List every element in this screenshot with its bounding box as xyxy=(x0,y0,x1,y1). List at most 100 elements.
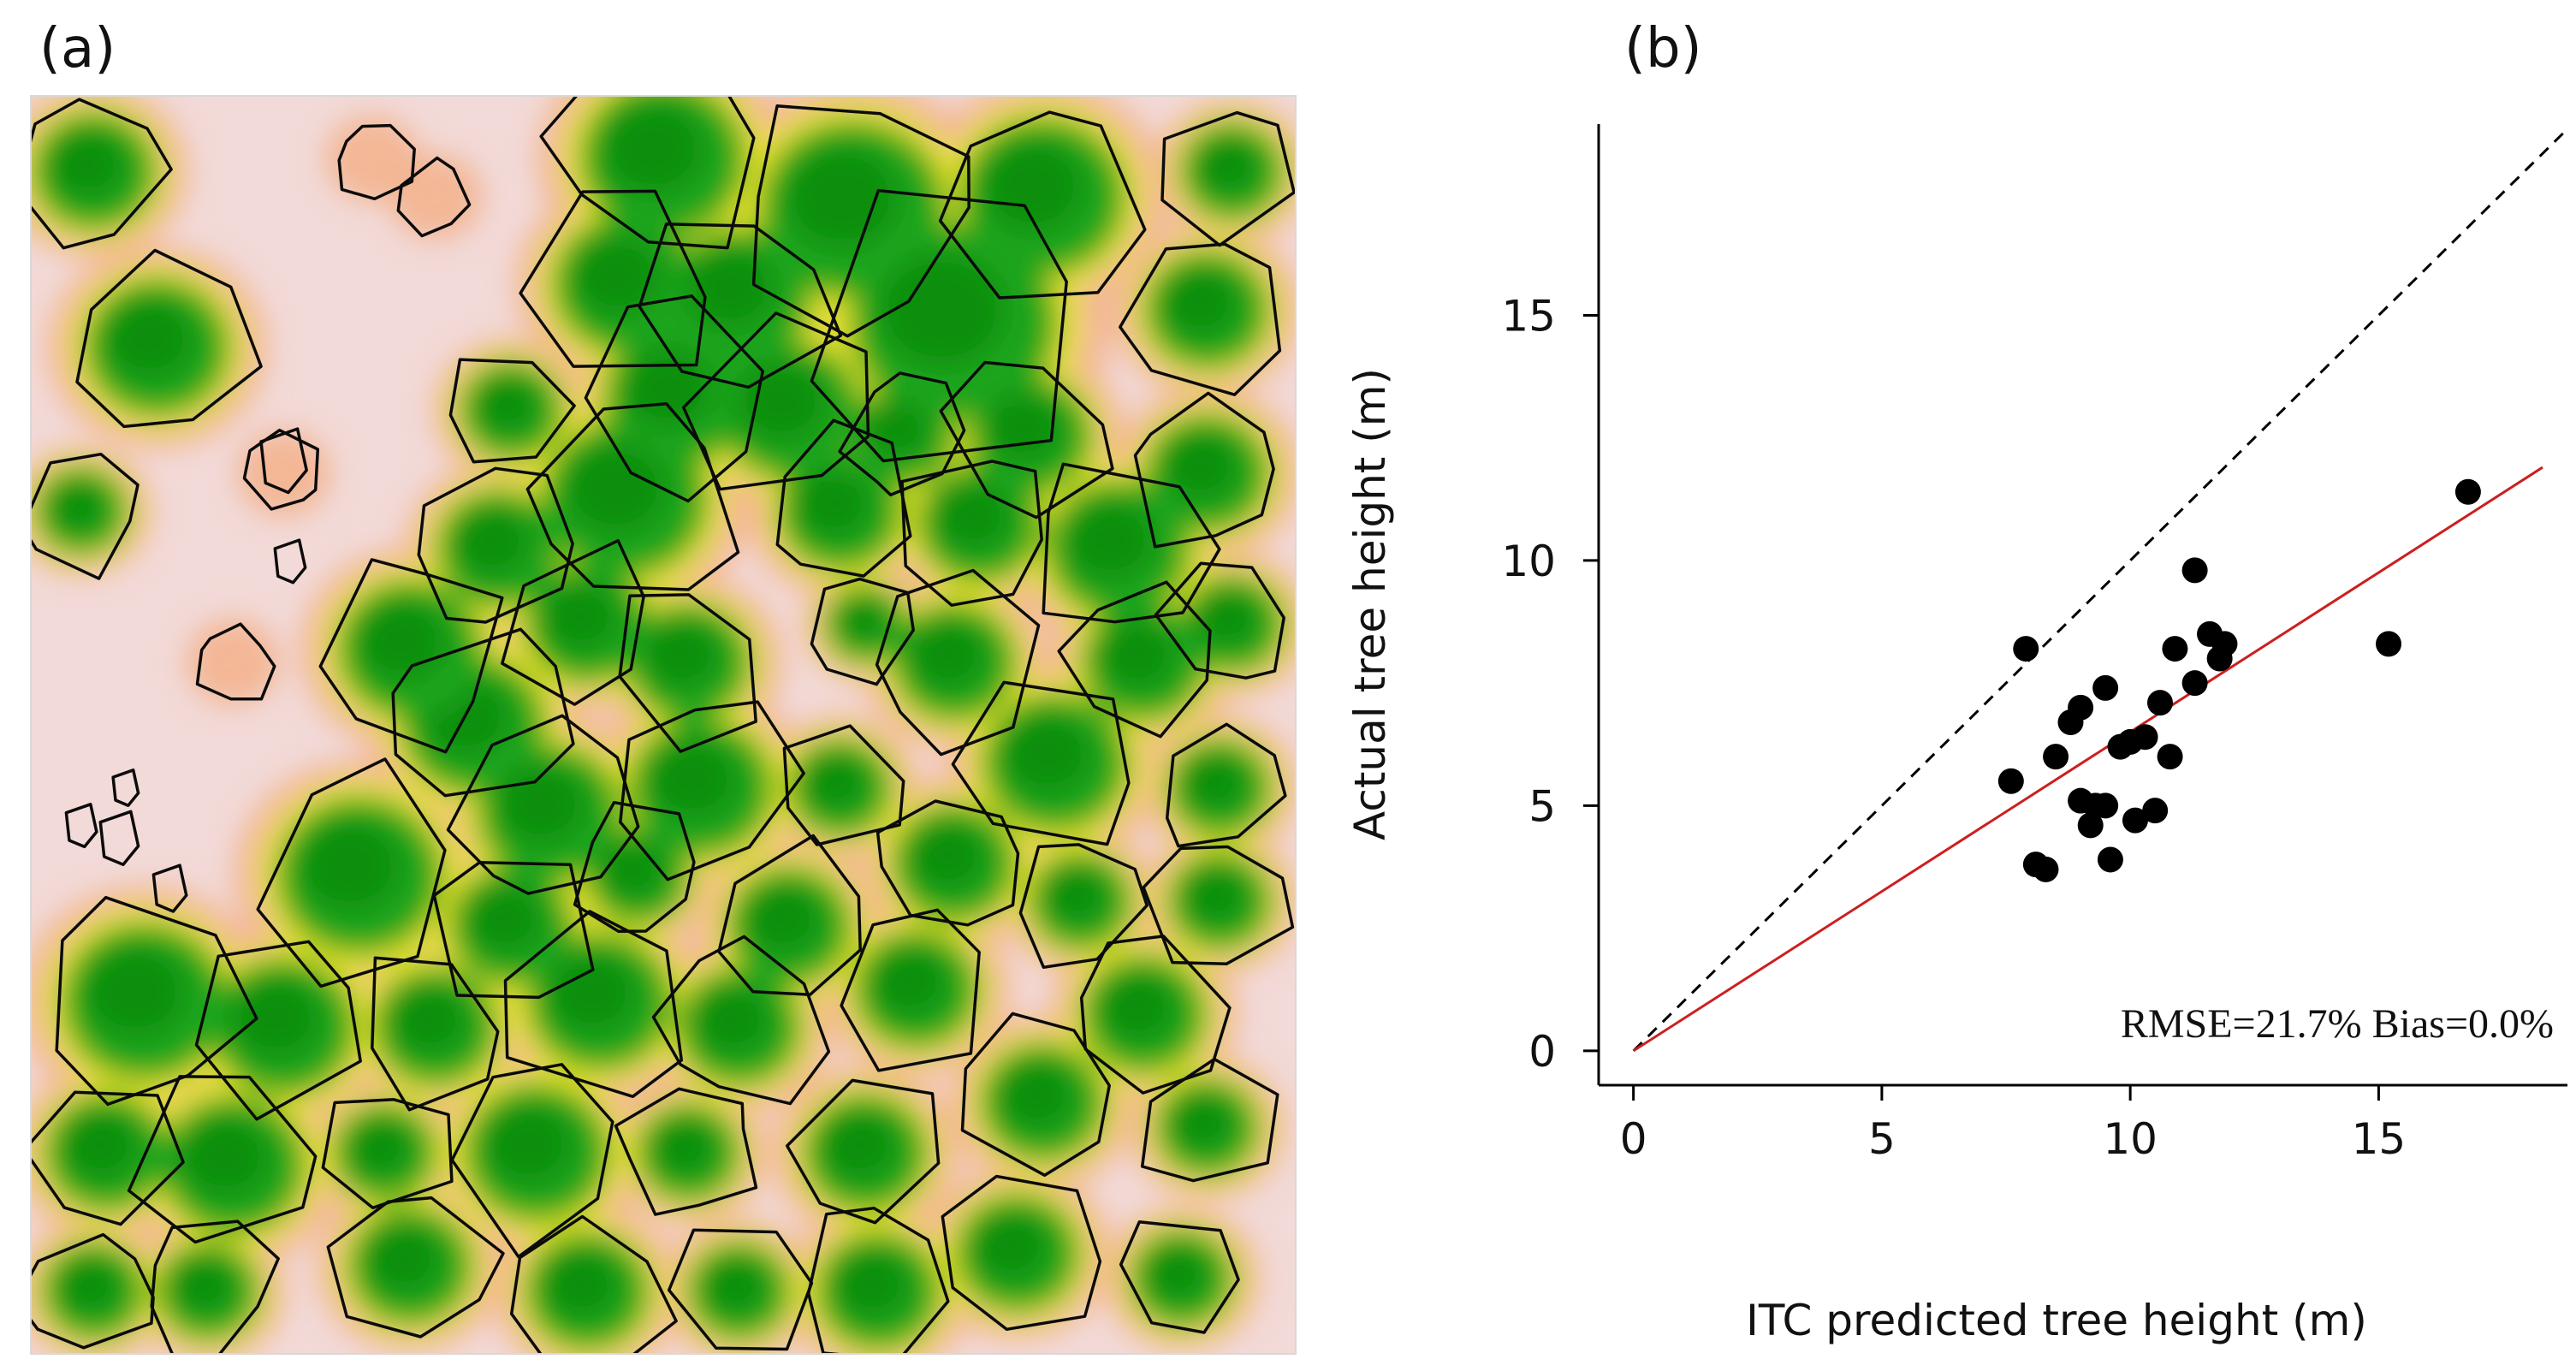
x-tick-label: 0 xyxy=(1620,1114,1647,1164)
dense-canopy-patch xyxy=(602,103,704,194)
dense-canopy-patch xyxy=(56,1255,120,1314)
dense-canopy-patch xyxy=(473,375,537,433)
crown-outline xyxy=(371,956,500,1112)
crown-outline xyxy=(960,1012,1111,1178)
data-point xyxy=(2146,690,2173,716)
data-point xyxy=(2376,631,2402,657)
data-point xyxy=(2092,674,2119,701)
panel-a-label: (a) xyxy=(39,17,116,80)
crown-outline xyxy=(450,1063,614,1259)
crown-outline xyxy=(667,1228,814,1351)
dense-canopy-patch xyxy=(1194,589,1258,647)
crown-outline xyxy=(1042,462,1221,624)
dense-canopy-patch xyxy=(878,252,1006,367)
crown-outline xyxy=(509,1214,678,1354)
crown-outline xyxy=(1119,242,1282,396)
dense-canopy-patch xyxy=(1169,1092,1233,1150)
crown-outline xyxy=(875,568,1041,757)
data-point xyxy=(2122,807,2148,834)
y-tick-label: 10 xyxy=(1501,537,1556,586)
crown-outline xyxy=(150,1220,280,1354)
data-point xyxy=(2157,744,2183,770)
data-point xyxy=(2132,724,2158,751)
dense-canopy-patch xyxy=(542,1249,618,1318)
y-axis: 0 5 10 15 xyxy=(1501,291,1599,1077)
crown-outline xyxy=(810,577,915,686)
crown-outline xyxy=(614,1087,758,1216)
crown-outlines xyxy=(31,96,1296,1354)
panel-b-label: (b) xyxy=(1624,17,1702,80)
crown-outline xyxy=(195,622,276,701)
crown-outline xyxy=(810,188,1068,463)
crown-outline xyxy=(525,402,740,591)
dense-canopy-patch xyxy=(820,1111,896,1179)
dense-canopy-patch xyxy=(1098,620,1175,689)
dense-canopy-patch xyxy=(547,953,636,1033)
crown-outline xyxy=(396,156,472,238)
dense-canopy-patch xyxy=(870,947,947,1016)
crown-outline xyxy=(619,700,805,881)
dense-canopy-patch xyxy=(908,821,985,890)
crown-outline xyxy=(151,864,188,913)
data-point xyxy=(1997,768,2024,794)
crown-outline xyxy=(618,593,757,753)
crown-outline xyxy=(256,757,447,988)
data-point xyxy=(2181,557,2208,584)
fit-line xyxy=(1632,466,2543,1053)
dense-canopy-patch xyxy=(971,1211,1048,1280)
dense-canopy-patch xyxy=(47,479,104,531)
crown-outline xyxy=(448,358,576,464)
crown-outline xyxy=(55,895,258,1107)
dense-canopy-patch xyxy=(908,620,985,689)
data-point xyxy=(2068,694,2094,721)
dense-canopy-patch xyxy=(347,1118,411,1175)
dense-canopy-patch xyxy=(835,596,887,643)
dense-canopy-patch xyxy=(180,1116,269,1196)
dense-canopy-patch xyxy=(1098,972,1175,1042)
dense-canopy-patch xyxy=(48,129,125,199)
crown-outline xyxy=(900,460,1043,607)
data-point xyxy=(2454,478,2481,505)
crown-outline xyxy=(337,123,416,201)
dense-canopy-patch xyxy=(1161,431,1238,501)
x-tick-label: 15 xyxy=(2352,1114,2407,1164)
dense-canopy-patch xyxy=(365,1224,441,1293)
crown-outline xyxy=(638,223,843,389)
dense-canopy-patch xyxy=(643,620,720,689)
crown-outline xyxy=(1142,845,1295,965)
data-point xyxy=(2142,798,2169,824)
dense-canopy-patch xyxy=(230,977,319,1059)
dense-canopy-patch xyxy=(600,840,663,899)
crown-outline xyxy=(318,558,504,754)
crown-outline xyxy=(31,1090,185,1226)
data-point xyxy=(2097,846,2123,873)
dense-canopy-patch xyxy=(169,1255,234,1314)
data-point xyxy=(2181,670,2208,697)
crown-outline xyxy=(838,371,966,497)
dense-canopy-patch xyxy=(61,1111,138,1179)
crown-outline xyxy=(127,1075,318,1244)
y-tick-label: 0 xyxy=(1528,1027,1556,1077)
data-point xyxy=(2033,856,2059,882)
crown-outline xyxy=(446,714,640,895)
crown-outline xyxy=(775,418,912,578)
dense-canopy-patch xyxy=(984,394,1061,462)
dense-canopy-patch xyxy=(648,739,737,819)
dense-canopy-patch xyxy=(997,1060,1073,1130)
dense-canopy-patch xyxy=(622,348,712,430)
crown-outline xyxy=(1057,580,1212,739)
crown-outline xyxy=(194,940,362,1121)
crown-outline xyxy=(806,1206,950,1354)
dense-canopy-patch xyxy=(833,1249,909,1318)
data-point xyxy=(2013,636,2039,662)
data-point xyxy=(2162,636,2188,662)
crown-outline xyxy=(584,294,765,503)
data-points xyxy=(1997,478,2481,882)
low-vegetation-patch xyxy=(388,152,484,240)
crown-outline xyxy=(417,466,574,624)
crown-outline xyxy=(98,810,140,867)
crown-outline xyxy=(1079,935,1232,1095)
dense-canopy-patch xyxy=(686,248,775,329)
dense-canopy-patch xyxy=(1194,136,1258,194)
